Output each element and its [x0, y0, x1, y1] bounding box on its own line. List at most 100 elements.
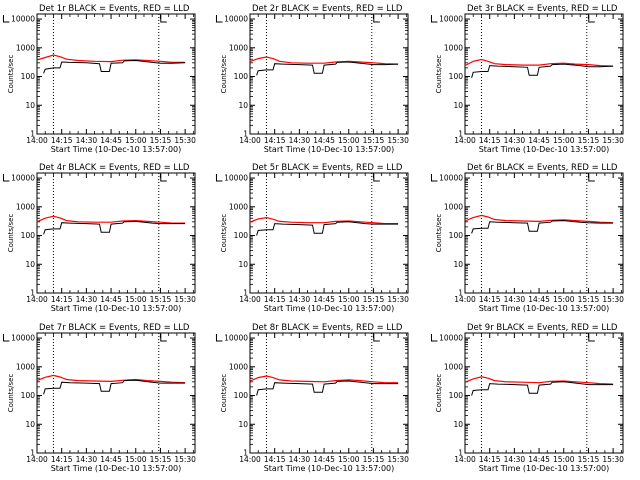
x-tick-label: 15:15	[578, 455, 600, 464]
event-rate-line	[256, 221, 399, 236]
x-tick-label: 15:15	[578, 295, 600, 304]
x-tick-label: 15:00	[338, 455, 360, 464]
interval-bracket	[2, 334, 10, 342]
y-tick-label: 1	[243, 289, 248, 298]
x-tick-label: 15:30	[174, 295, 196, 304]
y-tick-label: 1000	[16, 362, 35, 371]
chart-title: Det 1r BLACK = Events, RED = LLD	[39, 4, 190, 14]
chart-title: Det 8r BLACK = Events, RED = LLD	[252, 323, 403, 333]
x-tick-label: 14:15	[51, 295, 73, 304]
y-tick-label: 1000	[444, 43, 463, 52]
lld-rate-line	[249, 216, 399, 225]
y-tick-label: 10	[453, 101, 463, 110]
x-tick-label: 15:30	[602, 455, 624, 464]
y-tick-label: 10	[25, 420, 35, 429]
y-tick-label: 10000	[11, 15, 35, 24]
x-tick-label: 15:00	[338, 295, 360, 304]
lld-rate-line	[464, 214, 614, 224]
x-tick-label: 15:15	[150, 455, 172, 464]
y-tick-label: 100	[449, 72, 464, 81]
x-tick-label: 14:15	[479, 455, 501, 464]
x-tick-label: 14:30	[504, 136, 526, 145]
y-tick-label: 100	[449, 391, 464, 400]
x-axis-label: Start Time (10-Dec-10 13:57:00)	[479, 464, 610, 473]
x-axis-label: Start Time (10-Dec-10 13:57:00)	[51, 145, 182, 154]
x-tick-label: 14:45	[528, 455, 550, 464]
y-axis-label: Counts/sec	[7, 55, 15, 94]
x-axis-label: Start Time (10-Dec-10 13:57:00)	[479, 145, 610, 154]
lld-rate-line	[249, 375, 399, 384]
y-tick-label: 1	[30, 289, 35, 298]
event-rate-line	[43, 59, 186, 74]
interval-bracket	[373, 174, 380, 182]
x-tick-label: 15:30	[602, 136, 624, 145]
interval-bracket	[430, 334, 438, 342]
plot-frame	[464, 332, 624, 454]
x-tick-label: 14:15	[51, 136, 73, 145]
x-tick-label: 15:00	[125, 455, 147, 464]
y-tick-label: 100	[449, 231, 464, 240]
x-tick-label: 15:15	[363, 136, 385, 145]
plot-frame	[36, 172, 196, 294]
x-tick-label: 14:45	[528, 295, 550, 304]
y-tick-label: 1	[243, 130, 248, 139]
lld-rate-line	[464, 58, 614, 67]
chart-panel-3: Det 3r BLACK = Events, RED = LLD 1 10 100 10…	[430, 4, 624, 154]
event-rate-line	[471, 381, 614, 396]
x-tick-label: 15:15	[150, 295, 172, 304]
y-tick-label: 10	[238, 260, 248, 269]
y-tick-label: 1	[30, 449, 35, 458]
y-tick-label: 10	[453, 420, 463, 429]
y-axis-label: Counts/sec	[7, 374, 15, 413]
x-tick-label: 15:00	[553, 455, 575, 464]
x-axis-label: Start Time (10-Dec-10 13:57:00)	[51, 464, 182, 473]
chart-title: Det 5r BLACK = Events, RED = LLD	[252, 163, 403, 173]
y-tick-label: 1	[458, 449, 463, 458]
x-axis-label: Start Time (10-Dec-10 13:57:00)	[479, 304, 610, 313]
interval-bracket	[160, 334, 167, 342]
lld-rate-line	[464, 376, 614, 385]
y-tick-label: 1	[458, 130, 463, 139]
interval-bracket	[373, 15, 380, 23]
x-tick-label: 14:45	[100, 295, 122, 304]
event-rate-line	[471, 63, 614, 78]
y-tick-label: 10000	[224, 15, 248, 24]
interval-bracket	[215, 15, 223, 23]
x-tick-label: 15:30	[387, 455, 409, 464]
lld-rate-line	[36, 54, 186, 63]
interval-bracket	[430, 15, 438, 23]
chart-title: Det 6r BLACK = Events, RED = LLD	[467, 163, 618, 173]
event-rate-line	[256, 61, 399, 76]
plot-frame	[249, 172, 409, 294]
x-tick-label: 15:30	[387, 136, 409, 145]
y-tick-label: 1	[30, 130, 35, 139]
chart-panel-8: Det 8r BLACK = Events, RED = LLD 1 10 100 10…	[215, 323, 409, 473]
y-tick-label: 1000	[229, 362, 248, 371]
x-axis-label: Start Time (10-Dec-10 13:57:00)	[264, 464, 395, 473]
y-tick-label: 10000	[11, 174, 35, 183]
y-tick-label: 1000	[444, 202, 463, 211]
x-tick-label: 14:45	[313, 455, 335, 464]
event-rate-line	[43, 220, 186, 235]
plot-frame	[36, 13, 196, 135]
y-tick-label: 10	[25, 101, 35, 110]
plot-frame	[464, 13, 624, 135]
chart-title: Det 3r BLACK = Events, RED = LLD	[467, 4, 618, 14]
chart-panel-1: Det 1r BLACK = Events, RED = LLD 1 10 100 10…	[2, 4, 196, 154]
x-tick-label: 15:00	[553, 295, 575, 304]
interval-bracket	[588, 15, 595, 23]
chart-title: Det 9r BLACK = Events, RED = LLD	[467, 323, 618, 333]
x-tick-label: 14:15	[264, 455, 286, 464]
y-axis-label: Counts/sec	[435, 374, 443, 413]
x-tick-label: 14:45	[528, 136, 550, 145]
x-tick-label: 14:00	[26, 455, 48, 464]
y-axis-label: Counts/sec	[7, 214, 15, 253]
x-tick-label: 14:00	[454, 295, 476, 304]
x-tick-label: 14:00	[454, 136, 476, 145]
x-axis-label: Start Time (10-Dec-10 13:57:00)	[264, 304, 395, 313]
x-tick-label: 14:00	[239, 295, 261, 304]
y-tick-label: 1000	[16, 202, 35, 211]
x-tick-label: 15:15	[150, 136, 172, 145]
x-tick-label: 14:30	[289, 295, 311, 304]
